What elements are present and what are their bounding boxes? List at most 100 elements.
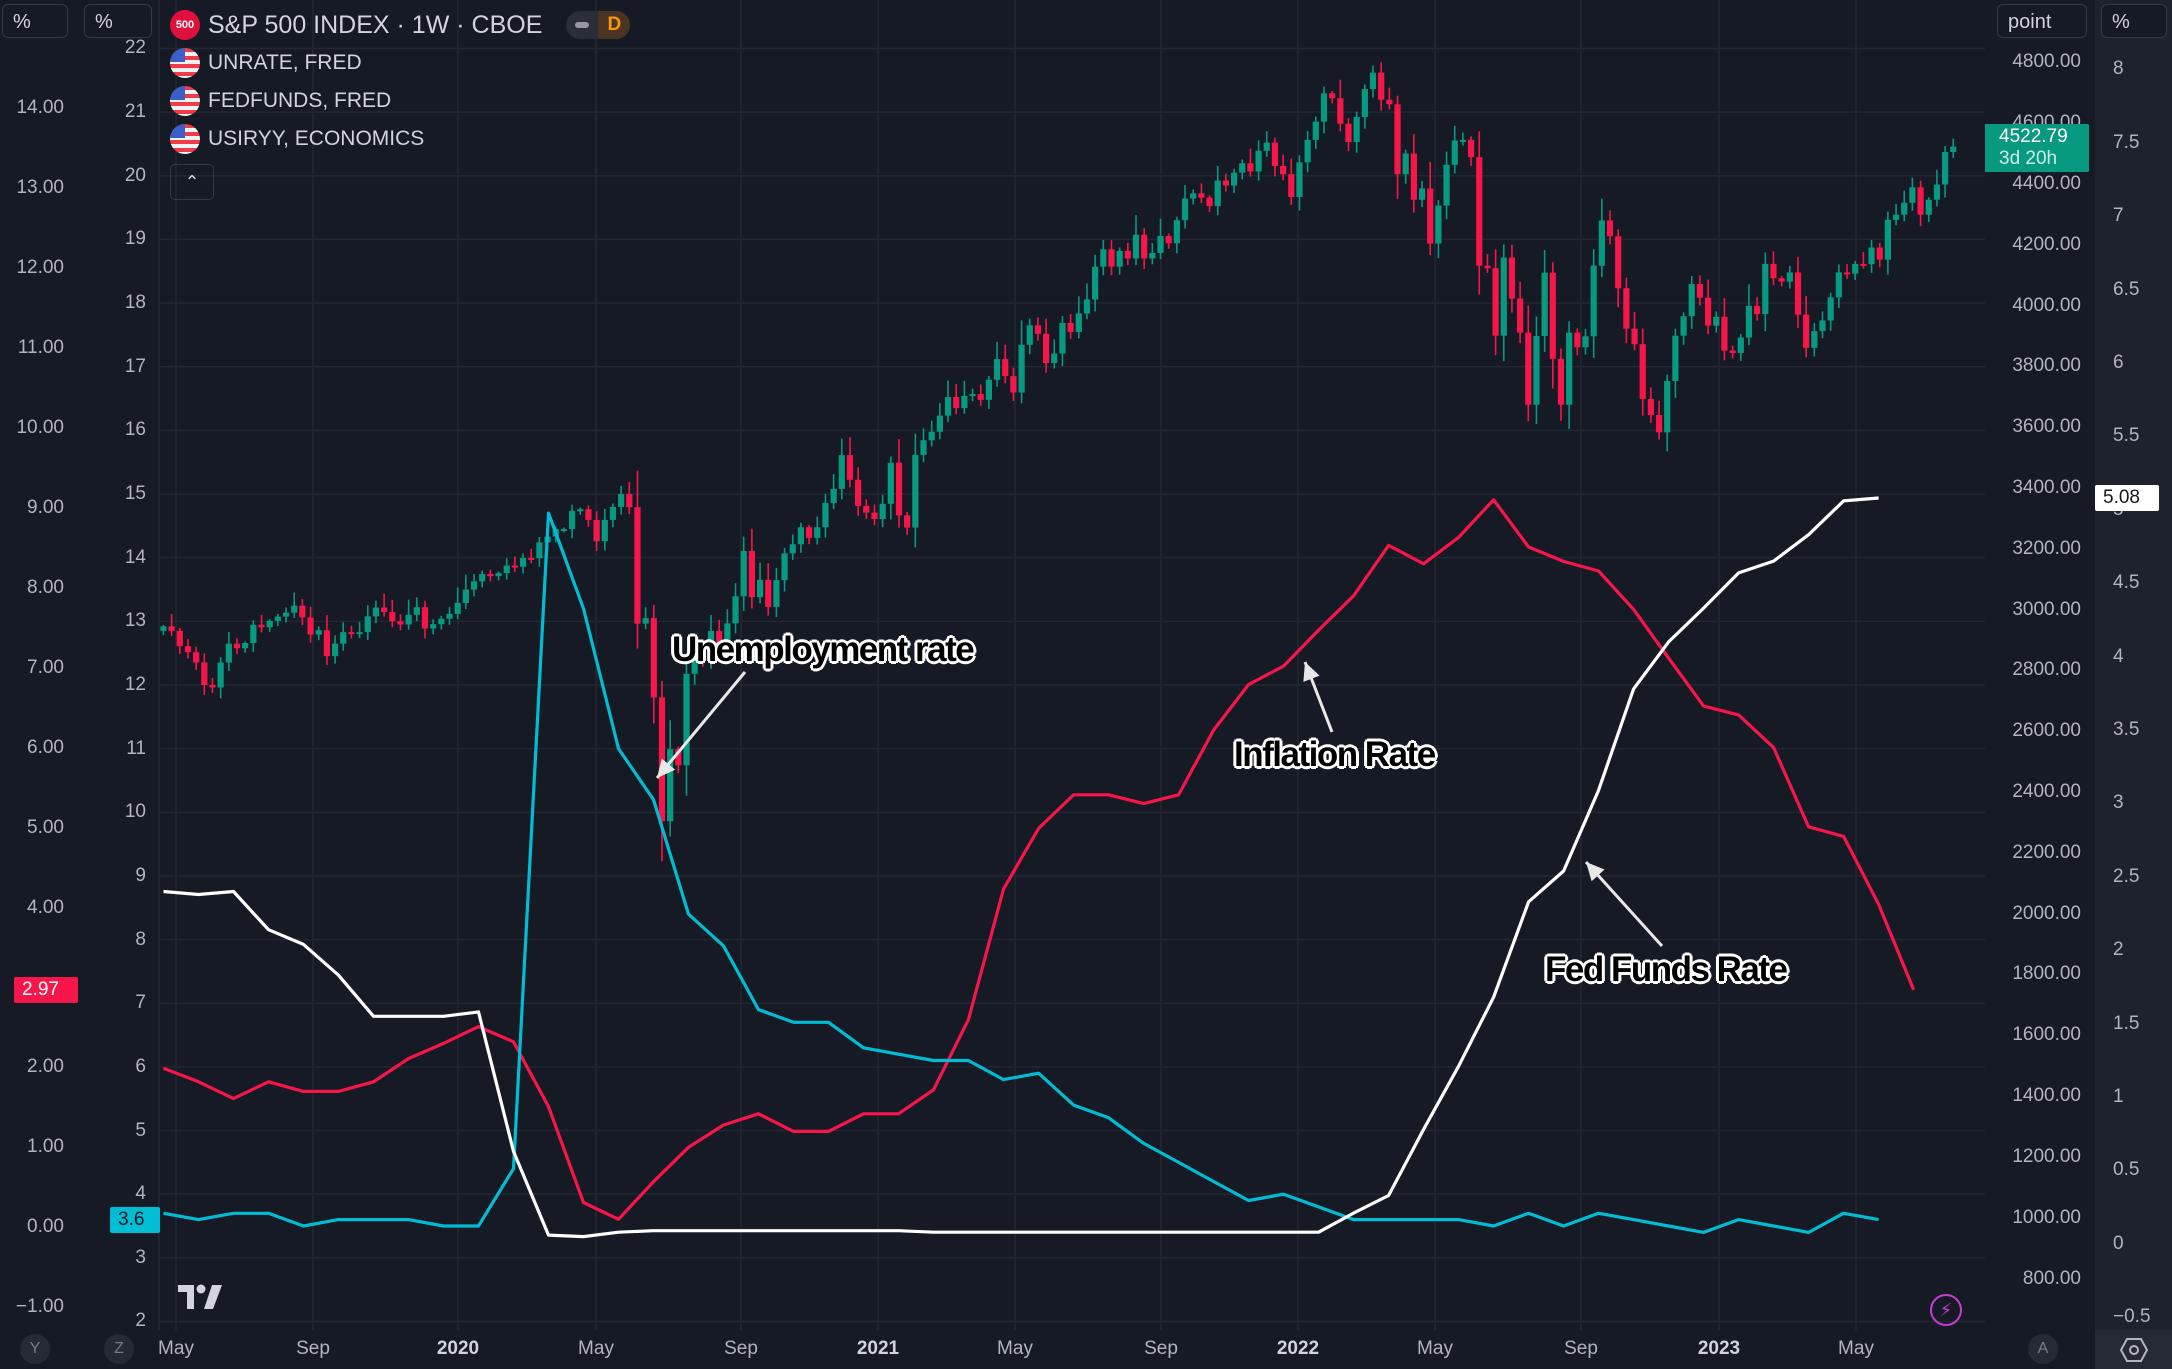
series-line[interactable] bbox=[162, 498, 1916, 1221]
candle-body bbox=[634, 507, 641, 624]
right-percent-scale[interactable]: % 87.576.565.554.543.532.521.510.50−0.55… bbox=[2095, 0, 2172, 1369]
candle-body bbox=[1459, 139, 1467, 142]
candle-body bbox=[1827, 297, 1834, 321]
annotation-text[interactable]: Inflation Rate bbox=[1234, 735, 1436, 774]
left-scale-1-unit[interactable]: % bbox=[2, 4, 68, 38]
candle-body bbox=[1655, 415, 1663, 433]
candle-body bbox=[707, 630, 715, 660]
series-line[interactable] bbox=[163, 496, 1879, 1239]
candle-body bbox=[1435, 205, 1442, 244]
candle-body bbox=[985, 379, 992, 400]
collapse-legend-button[interactable]: ⌃ bbox=[170, 164, 214, 200]
bolt-button[interactable]: ⚡ bbox=[1930, 1294, 1962, 1326]
candle-body bbox=[691, 647, 698, 674]
left-scale-2-unit[interactable]: % bbox=[84, 4, 152, 38]
time-scale[interactable]: Y Z A May Sep 2020 May Sep 2021 May Sep 2022 May S… bbox=[0, 1330, 2095, 1369]
candle-body bbox=[1606, 220, 1614, 237]
candle-body bbox=[830, 488, 837, 503]
main-series-legend[interactable]: 500 S&P 500 INDEX · 1W · CBOE D bbox=[170, 6, 631, 44]
minus-icon bbox=[566, 11, 598, 39]
candle-body bbox=[1173, 220, 1180, 244]
candle-body bbox=[307, 617, 314, 635]
study-legend-usiryy[interactable]: USIRYY, ECONOMICS bbox=[170, 120, 630, 158]
left-price-scale-1[interactable]: % 14.00 13.00 12.00 11.00 10.00 9.00 8.00 7.00 6… bbox=[0, 0, 80, 1330]
z-axis-button[interactable]: Z bbox=[104, 1334, 134, 1364]
study-label[interactable]: UNRATE, FRED bbox=[208, 51, 362, 74]
candle-body bbox=[560, 529, 568, 532]
study-label[interactable]: FEDFUNDS, FRED bbox=[208, 89, 392, 112]
candle-body bbox=[1345, 123, 1352, 142]
main-symbol-title[interactable]: S&P 500 INDEX · 1W · CBOE bbox=[208, 10, 543, 39]
axis-tick-label: 4200.00 bbox=[2012, 233, 2081, 255]
candle-body bbox=[1631, 328, 1638, 345]
axis-tick-label: 7 bbox=[135, 992, 146, 1014]
axis-tick-label: 3.5 bbox=[2113, 719, 2140, 740]
annotation-arrow[interactable] bbox=[655, 671, 747, 779]
annotation-text[interactable]: Fed Funds Rate bbox=[1545, 950, 1788, 989]
candle-body bbox=[1141, 234, 1148, 259]
study-label[interactable]: USIRYY, ECONOMICS bbox=[208, 127, 425, 150]
axis-tick-label: 15 bbox=[124, 483, 146, 505]
axis-tick-label: 1400.00 bbox=[2012, 1085, 2081, 1107]
axis-tick-label: 5.5 bbox=[2113, 425, 2140, 447]
candle-body bbox=[1892, 214, 1900, 220]
candle-body bbox=[1574, 332, 1581, 348]
candle-body bbox=[1394, 104, 1401, 175]
axis-tick-label: 1200.00 bbox=[2012, 1145, 2081, 1167]
candle-body bbox=[642, 618, 649, 624]
settings-button[interactable] bbox=[2095, 1330, 2172, 1369]
candle-body bbox=[364, 616, 371, 633]
study-legend-fedfunds[interactable]: FEDFUNDS, FRED bbox=[170, 82, 630, 120]
axis-tick-label: 21 bbox=[124, 101, 146, 123]
candle-body bbox=[1786, 272, 1793, 282]
candle-body bbox=[912, 454, 919, 528]
candle-body bbox=[618, 494, 625, 507]
annotation-arrow[interactable] bbox=[1584, 860, 1664, 948]
candle-body bbox=[1843, 272, 1851, 275]
auto-scale-button[interactable]: A bbox=[2028, 1334, 2058, 1364]
market-status-badge[interactable]: D bbox=[566, 11, 631, 39]
candle-body bbox=[209, 685, 216, 688]
annotation-text[interactable]: Unemployment rate bbox=[672, 630, 975, 669]
right-price-unit[interactable]: point bbox=[1997, 4, 2087, 38]
time-axis-label: 2021 bbox=[856, 1338, 900, 1359]
candle-body bbox=[511, 565, 518, 568]
axis-tick-label: 0.5 bbox=[2113, 1159, 2140, 1181]
candle-body bbox=[1320, 93, 1328, 122]
candle-body bbox=[1590, 265, 1597, 337]
candle-body bbox=[1222, 180, 1230, 186]
candle-body bbox=[160, 626, 167, 631]
candle-body bbox=[871, 512, 878, 520]
candle-body bbox=[716, 630, 723, 652]
right-price-scale[interactable]: point 4800.00 4600.00 4400.00 4200.00 4000.0… bbox=[1985, 0, 2095, 1330]
chart-pane[interactable]: % 14.00 13.00 12.00 11.00 10.00 9.00 8.00 7.00 6… bbox=[0, 0, 2172, 1331]
study-legend-unrate[interactable]: UNRATE, FRED bbox=[170, 44, 630, 82]
settings-hexagon-icon bbox=[2119, 1337, 2148, 1362]
candle-body bbox=[1116, 250, 1123, 267]
y-axis-button[interactable]: Y bbox=[20, 1334, 50, 1364]
candle-body bbox=[1451, 140, 1458, 165]
candle-body bbox=[781, 553, 788, 581]
right-percent-unit[interactable]: % bbox=[2101, 4, 2167, 38]
candle-body bbox=[1803, 314, 1810, 348]
left-price-scale-2[interactable]: % 21 20 19 18 17 16 15 14 13 12 11 10 9 8 7 6 5 4 3 2 22 3.6 bbox=[80, 0, 160, 1331]
candle-body bbox=[765, 579, 772, 607]
candle-body bbox=[1353, 117, 1360, 142]
candle-body bbox=[528, 557, 535, 560]
axis-tick-label: 3800.00 bbox=[2012, 355, 2081, 377]
candle-body bbox=[1868, 247, 1875, 265]
axis-tick-label: 1600.00 bbox=[2012, 1024, 2081, 1046]
candle-body bbox=[1557, 358, 1565, 405]
candle-body bbox=[609, 506, 617, 520]
axis-tick-label: 2 bbox=[2113, 939, 2124, 961]
candle-body bbox=[1909, 187, 1916, 203]
series-line[interactable] bbox=[163, 511, 1879, 1235]
chart-canvas[interactable] bbox=[0, 0, 2172, 1330]
axis-tick-label: 10.00 bbox=[16, 416, 64, 438]
candle-body bbox=[585, 509, 592, 520]
axis-tick-label: 20 bbox=[124, 164, 146, 186]
candle-body bbox=[405, 614, 412, 625]
tradingview-logo[interactable] bbox=[178, 1283, 226, 1316]
candle-body bbox=[1337, 98, 1344, 124]
candle-body bbox=[577, 509, 584, 512]
